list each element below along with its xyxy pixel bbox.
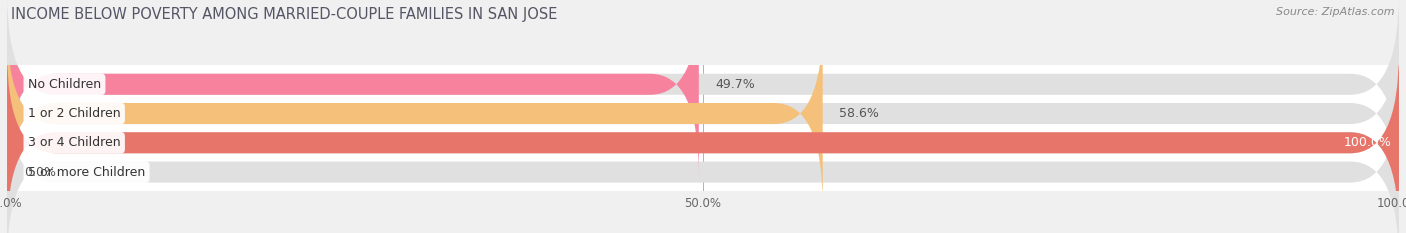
Text: 0.0%: 0.0% xyxy=(24,165,56,178)
Text: 5 or more Children: 5 or more Children xyxy=(28,165,145,178)
Text: Source: ZipAtlas.com: Source: ZipAtlas.com xyxy=(1277,7,1395,17)
FancyBboxPatch shape xyxy=(7,51,1399,233)
FancyBboxPatch shape xyxy=(7,80,1399,233)
FancyBboxPatch shape xyxy=(7,0,1399,176)
FancyBboxPatch shape xyxy=(7,22,823,206)
Text: 1 or 2 Children: 1 or 2 Children xyxy=(28,107,121,120)
Text: 58.6%: 58.6% xyxy=(839,107,879,120)
FancyBboxPatch shape xyxy=(7,51,1399,233)
Text: No Children: No Children xyxy=(28,78,101,91)
Text: 3 or 4 Children: 3 or 4 Children xyxy=(28,136,121,149)
FancyBboxPatch shape xyxy=(7,22,1399,206)
Text: INCOME BELOW POVERTY AMONG MARRIED-COUPLE FAMILIES IN SAN JOSE: INCOME BELOW POVERTY AMONG MARRIED-COUPL… xyxy=(11,7,558,22)
Text: 100.0%: 100.0% xyxy=(1344,136,1392,149)
FancyBboxPatch shape xyxy=(7,0,699,176)
Text: 49.7%: 49.7% xyxy=(716,78,755,91)
